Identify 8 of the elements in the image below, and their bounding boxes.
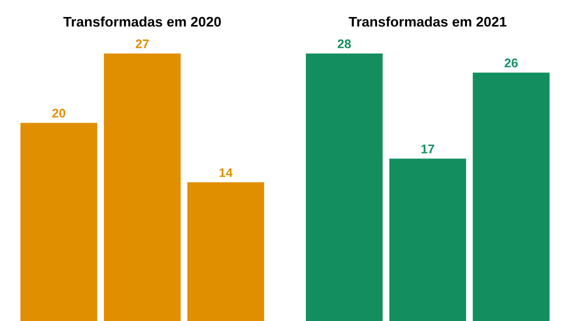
chart-title: Transformadas em 2021 [348, 16, 506, 27]
data-label: 27 [136, 39, 149, 48]
data-label: 26 [504, 58, 518, 68]
data-label: 17 [422, 144, 434, 154]
chart-title: Transformadas em 2020 [63, 16, 221, 27]
data-label: 20 [52, 108, 66, 118]
data-label: 28 [338, 39, 351, 48]
data-label: 14 [220, 168, 233, 177]
